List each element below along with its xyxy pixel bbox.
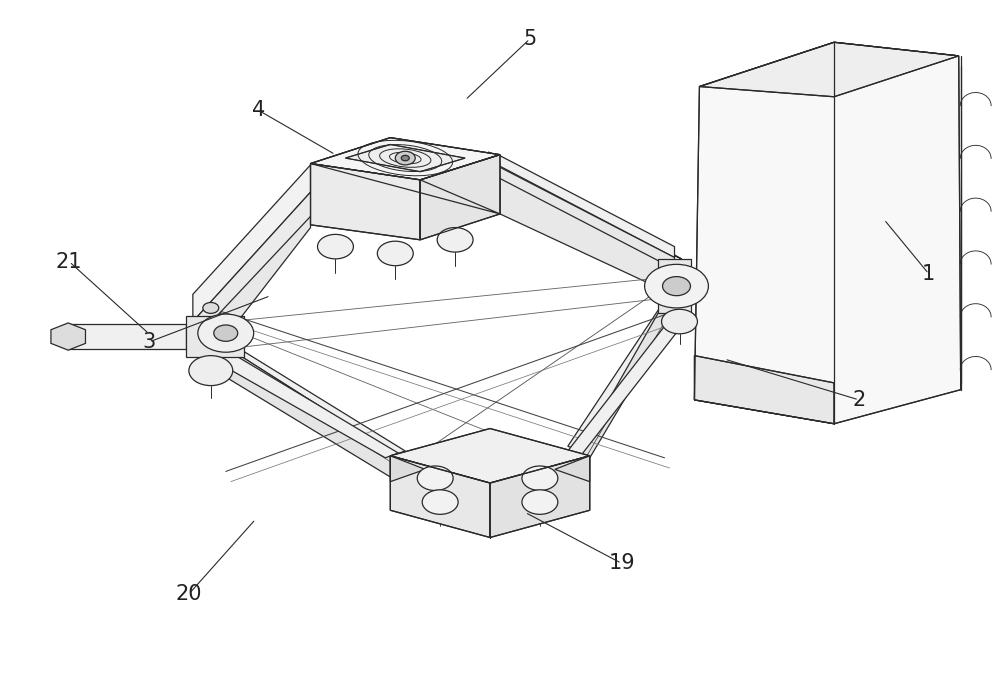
- Text: 19: 19: [608, 553, 635, 573]
- Polygon shape: [221, 194, 311, 343]
- Circle shape: [645, 264, 708, 308]
- Polygon shape: [498, 166, 675, 269]
- Circle shape: [189, 356, 233, 386]
- Polygon shape: [575, 293, 670, 483]
- Polygon shape: [568, 293, 681, 451]
- Text: 1: 1: [922, 264, 935, 284]
- Circle shape: [522, 490, 558, 514]
- Polygon shape: [193, 165, 311, 321]
- Polygon shape: [186, 316, 244, 357]
- Polygon shape: [699, 42, 959, 96]
- Circle shape: [214, 325, 238, 341]
- Circle shape: [417, 466, 453, 490]
- Polygon shape: [488, 152, 681, 259]
- Text: 20: 20: [176, 584, 202, 604]
- Polygon shape: [555, 456, 590, 482]
- Text: 2: 2: [852, 390, 866, 410]
- Polygon shape: [390, 456, 490, 538]
- Polygon shape: [221, 343, 400, 483]
- Polygon shape: [345, 144, 465, 172]
- Circle shape: [437, 228, 473, 252]
- Polygon shape: [68, 324, 186, 349]
- Polygon shape: [694, 356, 834, 424]
- Circle shape: [522, 466, 558, 490]
- Text: 5: 5: [523, 29, 537, 49]
- Circle shape: [422, 490, 458, 514]
- Polygon shape: [311, 137, 500, 180]
- Polygon shape: [390, 456, 425, 482]
- Polygon shape: [500, 157, 670, 293]
- Text: 21: 21: [56, 252, 82, 272]
- Circle shape: [198, 314, 254, 352]
- Circle shape: [203, 302, 219, 313]
- Text: 3: 3: [142, 332, 156, 352]
- Polygon shape: [311, 163, 420, 240]
- Polygon shape: [51, 323, 85, 350]
- Polygon shape: [221, 194, 320, 304]
- Polygon shape: [208, 356, 398, 458]
- Polygon shape: [658, 259, 691, 313]
- Polygon shape: [221, 343, 405, 454]
- Polygon shape: [420, 155, 500, 240]
- Text: 4: 4: [252, 101, 265, 120]
- Polygon shape: [390, 428, 590, 483]
- Circle shape: [662, 309, 697, 334]
- Polygon shape: [490, 456, 590, 538]
- Polygon shape: [568, 313, 691, 454]
- Polygon shape: [694, 42, 961, 424]
- Circle shape: [401, 155, 409, 161]
- Polygon shape: [498, 155, 675, 258]
- Circle shape: [663, 276, 690, 295]
- Circle shape: [395, 151, 415, 165]
- Circle shape: [318, 235, 353, 259]
- Polygon shape: [193, 192, 320, 335]
- Circle shape: [377, 241, 413, 265]
